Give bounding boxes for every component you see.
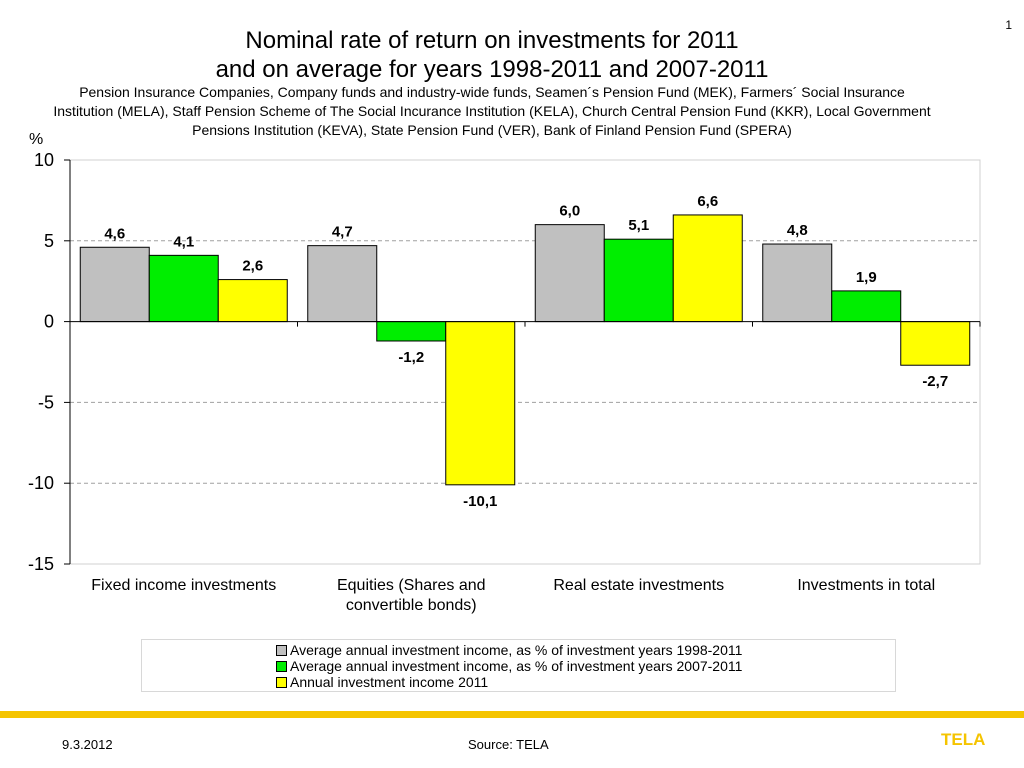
data-label: 4,7 (332, 224, 353, 241)
category-label: Equities (Shares and convertible bonds) (337, 577, 486, 614)
bar (79, 246, 150, 323)
subtitle-line: Institution (MELA), Staff Pension Scheme… (53, 103, 931, 119)
category-label: Fixed income investments (91, 577, 276, 594)
tela-logo: TELA (941, 730, 986, 749)
data-label: -2,7 (922, 373, 948, 390)
legend-item: Average annual investment income, as % o… (276, 658, 895, 674)
legend-swatch-yellow (276, 676, 287, 688)
category-label-line: Fixed income investments (91, 577, 276, 594)
y-tick-label: 10 (34, 150, 54, 170)
legend-item: Annual investment income 2011 (276, 674, 895, 690)
bar (148, 254, 219, 323)
data-label: 6,6 (697, 193, 718, 210)
data-label: 5,1 (628, 217, 649, 234)
bar (534, 224, 605, 323)
category-label: Investments in total (797, 577, 935, 594)
bar (603, 238, 674, 323)
y-tick-label: -5 (38, 392, 54, 412)
bar (376, 321, 447, 342)
data-label: -10,1 (463, 493, 497, 510)
category-label-line: Real estate investments (553, 577, 724, 594)
y-axis-unit-label: % (29, 131, 43, 148)
footer-accent-bar (0, 711, 1024, 718)
category-label: Real estate investments (553, 577, 724, 594)
bar (672, 214, 743, 323)
y-tick-label: 5 (44, 231, 54, 251)
y-tick-label: 0 (44, 312, 54, 332)
chart-title: Nominal rate of return on investments fo… (215, 27, 769, 83)
bar (831, 290, 902, 323)
bar (762, 243, 833, 323)
data-label: 4,6 (104, 225, 125, 242)
legend-label: Average annual investment income, as % o… (290, 642, 743, 658)
category-label-line: Investments in total (797, 577, 935, 594)
data-label: 4,8 (787, 222, 808, 239)
subtitle-line: Pension Insurance Companies, Company fun… (79, 84, 905, 100)
subtitle-line: Pensions Institution (KEVA), State Pensi… (192, 122, 792, 138)
data-label: -1,2 (398, 349, 424, 366)
footer-source: Source: TELA (468, 737, 549, 752)
category-label-line: convertible bonds) (346, 597, 477, 614)
data-label: 1,9 (856, 269, 877, 286)
bar (217, 279, 288, 323)
page-number: 1 (1005, 18, 1012, 32)
bar (445, 321, 516, 486)
bar (900, 321, 971, 366)
footer-date: 9.3.2012 (62, 737, 113, 752)
bar (307, 245, 378, 323)
data-label: 2,6 (242, 258, 263, 275)
legend-swatch-gray (276, 644, 287, 656)
legend-swatch-green (276, 660, 287, 672)
y-tick-label: -10 (28, 473, 54, 493)
plot-frame (69, 159, 981, 565)
legend-label: Average annual investment income, as % o… (290, 658, 743, 674)
data-label: 4,1 (173, 233, 194, 250)
category-label-line: Equities (Shares and (337, 577, 486, 594)
chart-subtitle: Pension Insurance Companies, Company fun… (0, 83, 984, 140)
chart-area: 10 5 0 -5 -10 -15% 4,6 4,7 6,0 4,8 4,1 -1,2 5,1 1,9 2,… (28, 131, 981, 614)
legend-label: Annual investment income 2011 (290, 674, 489, 690)
data-label: 6,0 (559, 203, 580, 220)
chart-legend: Average annual investment income, as % o… (141, 639, 896, 692)
legend-item: Average annual investment income, as % o… (276, 642, 895, 658)
y-tick-label: -15 (28, 554, 54, 574)
